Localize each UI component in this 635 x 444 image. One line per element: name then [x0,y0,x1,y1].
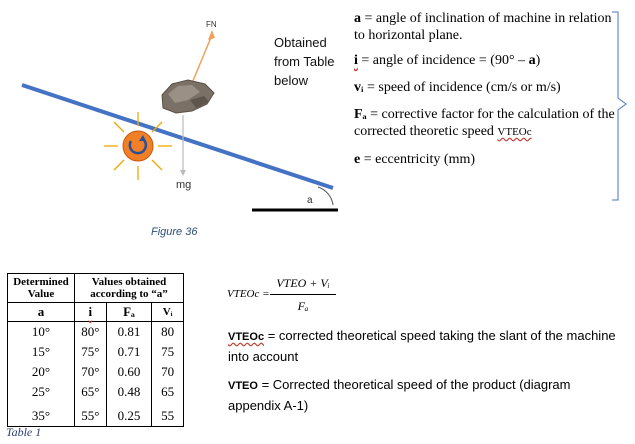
cell-a: 10° [7,321,75,342]
rock-shadow [190,96,209,108]
sub-header-fa: Fₐ [105,302,153,322]
cell-a: 20° [7,362,75,382]
definitions-bracket [612,11,627,201]
angle-arc [317,186,334,206]
cell-a: 15° [7,342,75,362]
sub-header-vi: Vᵢ [151,302,184,322]
obtained-line-1: Obtained [274,35,327,50]
cell-fa: 0.60 [105,362,153,382]
def-vi: vᵢ = speed of incidence (cm/s or m/s) [354,80,561,95]
eccentric-motor [122,130,154,162]
cell-i: 80° [74,321,107,342]
definitions-block: a = angle of inclination of machine in r… [354,10,616,168]
rotation-arrow [128,138,148,155]
cell-a: 25° [7,382,75,402]
def-e: e = eccentricity (mm) [354,152,476,167]
def-fa: Fₐ = corrective factor for the calculati… [354,107,615,139]
formula-fraction-bar [270,294,336,295]
cell-fa: 0.81 [105,321,153,342]
cell-i: 75° [74,342,107,362]
cell-i: 55° [74,402,107,427]
table-row: 20° 70° 0.60 70 [7,362,184,382]
cell-fa: 0.25 [105,402,153,427]
table-row: 35° 55° 0.25 55 [7,402,184,427]
vteo-description: VTEO = Corrected theoretical speed of th… [228,377,571,413]
cell-vi: 70 [151,362,184,382]
table-caption: Table 1 [6,425,42,439]
figure-caption: Figure 36 [151,226,198,238]
cell-a: 35° [7,402,75,427]
obtained-note: Obtained from Table below [274,33,334,90]
sub-header-i: i [74,302,107,322]
mg-label: mg [176,179,191,191]
obtained-line-3: below [274,73,308,88]
cell-vi: 75 [151,342,184,362]
eccentric-rays [104,112,172,180]
table-row: 10° 80° 0.81 80 [7,321,184,342]
col-determined-header: Determined Value [7,273,75,303]
cell-vi: 80 [151,321,184,342]
normal-force-arrowhead [208,30,215,40]
formula-denominator: Fₐ [297,299,309,313]
def-a: a = angle of inclination of machine in r… [354,11,612,43]
cell-vi: 65 [151,382,184,402]
formula-lhs: VTEOc = [227,288,270,300]
formula-numerator: VTEO + Vᵢ [276,276,330,290]
inclined-plane-diagram: FN mg a [21,20,338,212]
cell-fa: 0.48 [105,382,153,402]
sub-header-a: a [7,302,75,322]
vteoc-description: VTEOc = corrected theoretical speed taki… [228,328,616,364]
inclined-plane [21,83,334,190]
angle-label: a [307,195,313,206]
obtained-line-2: from Table [274,54,335,69]
fn-label: FN [206,20,217,29]
cell-fa: 0.71 [105,342,153,362]
cell-i: 70° [74,362,107,382]
values-table: Determined Value Values obtained accordi… [7,273,184,427]
cell-vi: 55 [151,402,184,427]
rotation-arrowhead [139,135,146,141]
table-row: 25° 65° 0.48 65 [7,382,184,402]
col-values-header: Values obtained according to “a” [74,273,184,303]
cell-i: 65° [74,382,107,402]
gravity-arrowhead [180,170,186,176]
def-i: i = angle of incidence = (90° – a) [354,53,541,68]
rock-highlight [168,85,200,103]
table-row: 15° 75° 0.71 75 [7,342,184,362]
